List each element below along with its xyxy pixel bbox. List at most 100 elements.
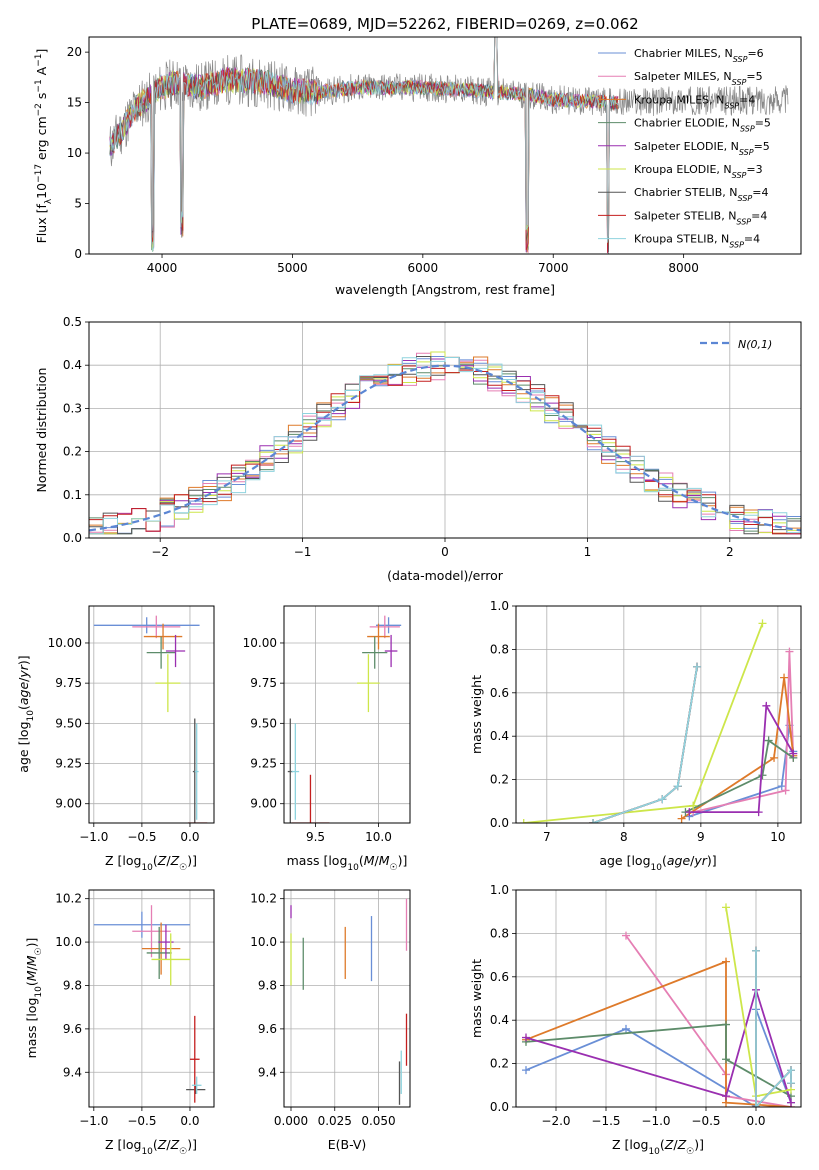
weight-line-salpeter_elodie [525, 986, 792, 1103]
y-axis-label: Flux [fλ10−17 erg cm−2 s−1 A−1] [34, 49, 54, 244]
label-part: / [16, 677, 31, 682]
plot-area-age_vs_mass [287, 615, 402, 823]
label-part: −1 [34, 79, 44, 92]
y-tick-label: 9.4 [63, 1065, 82, 1079]
errorbar-point-salpeter_miles [132, 615, 181, 639]
label-part: 10 [34, 986, 44, 998]
legend-value: =5 [754, 140, 770, 153]
x-tick-label: 7000 [538, 261, 569, 275]
x-tick-label: 2 [726, 545, 734, 559]
legend-sub: SSP [736, 217, 751, 226]
label-part: mass [log [24, 998, 39, 1059]
y-tick-label: 10 [67, 146, 82, 160]
y-axis-label: mass [log10(M/M☉)] [24, 938, 44, 1059]
errorbar-point-chabrier_elodie [146, 926, 172, 979]
label-part: −1 [34, 54, 44, 67]
errorbar-point-salpeter_miles [369, 615, 400, 639]
y-tick-label: 9.25 [55, 757, 82, 771]
weight-marker [777, 782, 786, 791]
weight-marker [658, 795, 667, 804]
y-tick-label: 10.0 [55, 935, 82, 949]
legend-name: Chabrier MILES, N [634, 47, 733, 60]
legend-label: Kroupa MILES, NSSP=4 [634, 93, 755, 110]
x-tick-label: 0.000 [274, 1114, 308, 1128]
label-part: 10 [651, 863, 663, 873]
errorbar-point-salpeter_stelib [189, 1015, 200, 1103]
x-tick-label: −1.0 [79, 1114, 108, 1128]
weight-marker [762, 701, 771, 710]
label-part: ( [16, 705, 31, 710]
x-tick-label: 0.0 [746, 1114, 765, 1128]
weight-line-kroupa_miles [681, 677, 795, 820]
label-part: Z [log [105, 853, 141, 868]
legend-name: Chabrier STELIB, N [634, 186, 738, 199]
errorbar-point-salpeter_elodie [384, 634, 398, 668]
label-part: ☉ [179, 863, 187, 873]
histogram-kroupa_stelib [89, 357, 801, 535]
y-tick-label: 9.50 [250, 716, 277, 730]
label-part: ( [153, 1137, 158, 1152]
axes-mass_vs_Z: −1.0 −0.5 0.09.49.69.810.010.2Z [log10(Z/Z… [24, 889, 215, 1157]
legend-name: Kroupa ELODIE, N [634, 163, 732, 176]
errorbar-point-kroupa_stelib [291, 723, 300, 820]
plot-area-spectrum [109, 37, 789, 254]
legend-name: Salpeter STELIB, N [634, 209, 736, 222]
y-tick-label: 0.0 [490, 1100, 509, 1114]
label-part: M [364, 853, 375, 868]
label-part: Z [157, 853, 167, 868]
x-tick-label: 4000 [147, 261, 178, 275]
axes-frame-mass_vs_ebv [283, 889, 411, 1108]
legend-sub: SSP [733, 55, 748, 64]
weight-marker [754, 808, 763, 817]
label-part: 10 [26, 710, 36, 722]
weight-marker [764, 736, 773, 745]
x-tick-label: −1.0 [641, 1114, 670, 1128]
y-axis-label: Normed distribution [34, 368, 49, 493]
legend-sub: SSP [740, 124, 755, 133]
errorbar-point-chabrier_miles [93, 911, 190, 938]
label-part: )] [187, 1137, 197, 1152]
x-tick-label: 0.050 [361, 1114, 395, 1128]
x-tick-label: −0.5 [127, 1114, 156, 1128]
axes-frame-age_vs_Z [88, 605, 215, 824]
legend-label: Salpeter MILES, NSSP=5 [634, 70, 763, 87]
axes-weight_vs_Z: −2.0 −1.5 −1.0 −0.5 0.0 0.0 0.2 0.4 0.6 0.8 1.0 Z [… [469, 883, 802, 1157]
legend-value: =6 [747, 47, 763, 60]
weight-line-salpeter_miles [692, 651, 795, 813]
y-tick-label: 0 [74, 247, 82, 261]
y-tick-label: 10.2 [250, 892, 277, 906]
x-tick-label: −1.0 [79, 830, 108, 844]
label-part: / [673, 1137, 678, 1152]
legend-label: Chabrier MILES, NSSP=6 [634, 47, 764, 64]
plot-area-residuals [89, 351, 801, 535]
label-part: yr [16, 664, 31, 678]
axes-age_vs_mass: 9.5 10.0 9.00 9.25 9.50 9.75 10.00 mass [log10(… [243, 605, 411, 873]
label-part: 10 [347, 863, 359, 873]
label-part: / [166, 1137, 171, 1152]
legend-value: =4 [752, 186, 768, 199]
legend-name: Kroupa MILES, N [634, 93, 724, 106]
x-axis-label: E(B-V) [328, 1137, 367, 1152]
weight-marker [689, 801, 698, 810]
label-part: / [690, 853, 695, 868]
figure-title: PLATE=0689, MJD=52262, FIBERID=0269, z=0… [251, 15, 638, 33]
label-part: Z [157, 1137, 167, 1152]
x-tick-label: 6000 [408, 261, 439, 275]
errorbar-point-chabrier_stelib [186, 1085, 206, 1094]
legend-name: Chabrier ELODIE, N [634, 117, 740, 130]
y-tick-label: 1.0 [490, 883, 509, 897]
weight-marker [622, 931, 630, 940]
errorbar-point-chabrier_miles [93, 617, 200, 634]
errorbar-point-chabrier_elodie [362, 636, 388, 669]
x-tick-label: 5000 [277, 261, 308, 275]
weight-line-kroupa_elodie [725, 907, 792, 1098]
errorbar-point-kroupa_elodie [151, 933, 190, 986]
errorbar-point-chabrier_elodie [146, 636, 176, 669]
errorbar-point-kroupa_elodie [155, 654, 181, 713]
label-part: ( [24, 981, 39, 986]
label-part: Z [170, 853, 180, 868]
x-tick-label: −0.5 [691, 1114, 720, 1128]
legend-name: Salpeter ELODIE, N [634, 140, 739, 153]
y-tick-label: 10.00 [48, 636, 82, 650]
legend-name: Kroupa STELIB, N [634, 233, 729, 246]
